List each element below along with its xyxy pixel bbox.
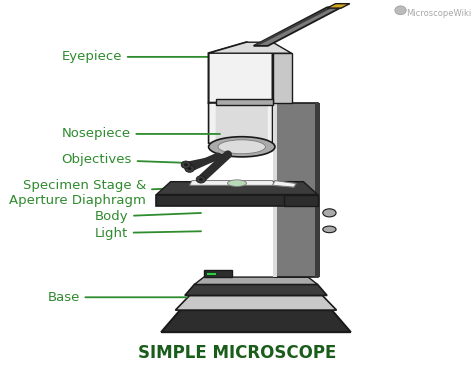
Polygon shape (190, 181, 275, 185)
Circle shape (181, 161, 191, 168)
Polygon shape (216, 99, 273, 105)
Text: Objectives: Objectives (62, 153, 196, 166)
Circle shape (196, 176, 206, 183)
Text: SIMPLE MICROSCOPE: SIMPLE MICROSCOPE (138, 344, 336, 362)
Circle shape (199, 178, 203, 181)
Polygon shape (156, 182, 318, 195)
Text: Nosepiece: Nosepiece (62, 127, 220, 141)
FancyArrowPatch shape (192, 156, 218, 167)
Text: Base: Base (47, 291, 187, 304)
Text: Light: Light (95, 226, 201, 240)
Text: MicroscopeWiki: MicroscopeWiki (406, 9, 472, 18)
FancyArrowPatch shape (203, 155, 228, 178)
Polygon shape (209, 42, 292, 53)
Ellipse shape (323, 209, 336, 217)
Polygon shape (273, 181, 296, 187)
FancyArrowPatch shape (189, 159, 213, 164)
Polygon shape (275, 103, 318, 277)
Polygon shape (254, 7, 341, 46)
Polygon shape (204, 270, 232, 277)
Polygon shape (315, 103, 320, 277)
Polygon shape (255, 8, 332, 45)
Circle shape (185, 165, 194, 172)
Polygon shape (194, 277, 318, 284)
Ellipse shape (209, 137, 275, 157)
Polygon shape (185, 284, 327, 295)
Text: Body: Body (95, 210, 201, 223)
Text: Specimen Stage &
Aperture Diaphragm: Specimen Stage & Aperture Diaphragm (9, 179, 196, 207)
Polygon shape (175, 295, 337, 310)
Polygon shape (273, 53, 292, 103)
Polygon shape (156, 195, 318, 206)
Circle shape (395, 6, 406, 15)
Polygon shape (284, 195, 318, 206)
Circle shape (188, 167, 191, 170)
Polygon shape (209, 42, 273, 103)
Ellipse shape (323, 226, 336, 233)
Polygon shape (216, 99, 268, 147)
Polygon shape (327, 4, 350, 8)
Polygon shape (273, 103, 277, 277)
Polygon shape (209, 95, 273, 150)
Polygon shape (206, 272, 216, 275)
Circle shape (184, 163, 188, 166)
Ellipse shape (218, 140, 265, 154)
Polygon shape (161, 310, 351, 332)
Text: Eyepiece: Eyepiece (62, 50, 263, 63)
Ellipse shape (228, 180, 246, 186)
